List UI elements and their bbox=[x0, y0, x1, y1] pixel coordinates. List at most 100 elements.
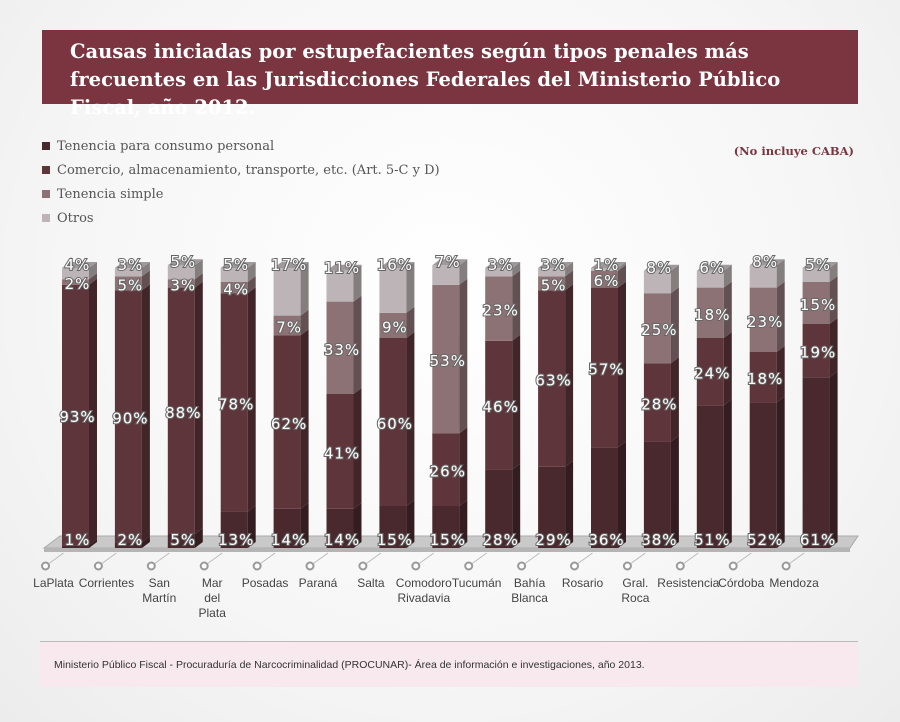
data-label: 63% bbox=[535, 372, 571, 390]
category-marker bbox=[675, 561, 685, 571]
data-label: 3% bbox=[488, 256, 514, 274]
data-label: 18% bbox=[747, 370, 783, 388]
bar-segment-side bbox=[565, 262, 574, 277]
data-label: 88% bbox=[165, 404, 201, 422]
data-label: 17% bbox=[271, 256, 307, 274]
bar-top bbox=[273, 262, 309, 268]
bar-segment-side bbox=[194, 259, 203, 280]
bar-segment-side bbox=[353, 502, 362, 548]
data-label: 29% bbox=[535, 531, 571, 549]
data-label: 11% bbox=[324, 259, 360, 277]
bar-segment bbox=[591, 270, 618, 288]
bar-segment-side bbox=[406, 262, 415, 313]
bar-segment bbox=[802, 268, 830, 282]
data-label: 15% bbox=[800, 296, 836, 314]
data-label: 1% bbox=[65, 531, 91, 549]
bar-segment bbox=[538, 290, 566, 467]
bar-segment-side bbox=[141, 284, 150, 543]
bar-segment-side bbox=[829, 318, 838, 378]
bar-segment bbox=[485, 268, 513, 277]
data-label: 2% bbox=[65, 275, 91, 293]
bar-segment-side bbox=[459, 500, 468, 548]
category-label: Tucumán bbox=[452, 576, 502, 590]
bar-segment-side bbox=[723, 399, 732, 548]
bar-segment bbox=[802, 282, 830, 324]
bar-segment-side bbox=[406, 332, 415, 506]
bar-segment bbox=[432, 284, 460, 434]
data-label: 5% bbox=[170, 253, 196, 271]
data-label: 25% bbox=[641, 321, 677, 339]
bar-segment-side bbox=[776, 281, 785, 352]
category-marker bbox=[93, 561, 103, 571]
bar-segment bbox=[749, 402, 777, 548]
legend-swatch bbox=[42, 214, 50, 222]
bar-top bbox=[326, 264, 362, 271]
bar-segment-side bbox=[670, 264, 679, 294]
bar-segment bbox=[696, 338, 724, 406]
bar-segment bbox=[62, 279, 89, 285]
bar-segment-side bbox=[300, 329, 309, 509]
bar-segment bbox=[538, 276, 566, 291]
data-label: 6% bbox=[699, 259, 725, 277]
data-label: 15% bbox=[430, 531, 466, 549]
bar-top bbox=[538, 262, 574, 268]
bar-segment bbox=[167, 265, 195, 280]
bar-segment bbox=[62, 545, 89, 548]
data-label: 52% bbox=[747, 531, 783, 549]
bar-top bbox=[802, 262, 838, 268]
data-label: 4% bbox=[223, 281, 249, 299]
bar-segment bbox=[696, 287, 724, 338]
data-label: 5% bbox=[118, 276, 144, 294]
bar-segment bbox=[538, 466, 566, 548]
category-label: Gral. Roca bbox=[621, 576, 649, 605]
bar-segment-side bbox=[141, 536, 150, 548]
bar-segment bbox=[432, 506, 460, 548]
data-label: 16% bbox=[377, 256, 413, 274]
bar-segment bbox=[220, 511, 248, 548]
bar-segment-side bbox=[194, 281, 203, 534]
data-label: 5% bbox=[223, 256, 249, 274]
bar-segment-side bbox=[618, 281, 626, 448]
data-label: 3% bbox=[541, 256, 567, 274]
bar-segment bbox=[485, 276, 513, 341]
bar-top bbox=[643, 264, 679, 271]
chart-floor-edge bbox=[44, 548, 850, 552]
bar-segment-side bbox=[776, 259, 785, 288]
bar-segment bbox=[220, 293, 248, 512]
bar-segment-side bbox=[89, 278, 97, 546]
bar-segment bbox=[696, 405, 724, 548]
bar-segment-side bbox=[776, 396, 785, 548]
bar-segment bbox=[273, 268, 301, 316]
bar-top bbox=[167, 259, 203, 266]
bar-segment-side bbox=[89, 539, 97, 548]
bar-segment bbox=[114, 290, 142, 543]
bar-segment bbox=[538, 268, 566, 277]
data-label: 38% bbox=[641, 531, 677, 549]
category-marker bbox=[411, 561, 421, 571]
bar-segment-side bbox=[300, 309, 309, 336]
bar-segment bbox=[696, 270, 724, 288]
data-label: 28% bbox=[641, 395, 677, 413]
bar-segment-side bbox=[247, 276, 256, 294]
data-label: 46% bbox=[483, 398, 519, 416]
data-label: 15% bbox=[377, 531, 413, 549]
category-label: Mar del Plata bbox=[199, 576, 227, 620]
category-marker bbox=[517, 561, 527, 571]
bar-segment bbox=[62, 284, 89, 546]
bar-segment bbox=[432, 433, 460, 506]
category-label: Paraná bbox=[299, 576, 338, 590]
bar-segment-side bbox=[89, 262, 97, 280]
legend-label: Comercio, almacenamiento, transporte, et… bbox=[57, 162, 440, 178]
bar-segment bbox=[167, 279, 195, 288]
data-label: 7% bbox=[276, 318, 302, 336]
bar-segment-side bbox=[723, 264, 732, 288]
data-label: 36% bbox=[588, 531, 624, 549]
source-footer: Ministerio Público Fiscal - Procuraduría… bbox=[40, 641, 858, 687]
bar-segment bbox=[643, 270, 671, 294]
data-label: 62% bbox=[271, 415, 307, 433]
data-label: 28% bbox=[483, 531, 519, 549]
bar-segment-side bbox=[670, 287, 679, 364]
bar-segment bbox=[114, 268, 142, 277]
data-label: 23% bbox=[483, 302, 519, 320]
bar-segment bbox=[62, 268, 89, 280]
